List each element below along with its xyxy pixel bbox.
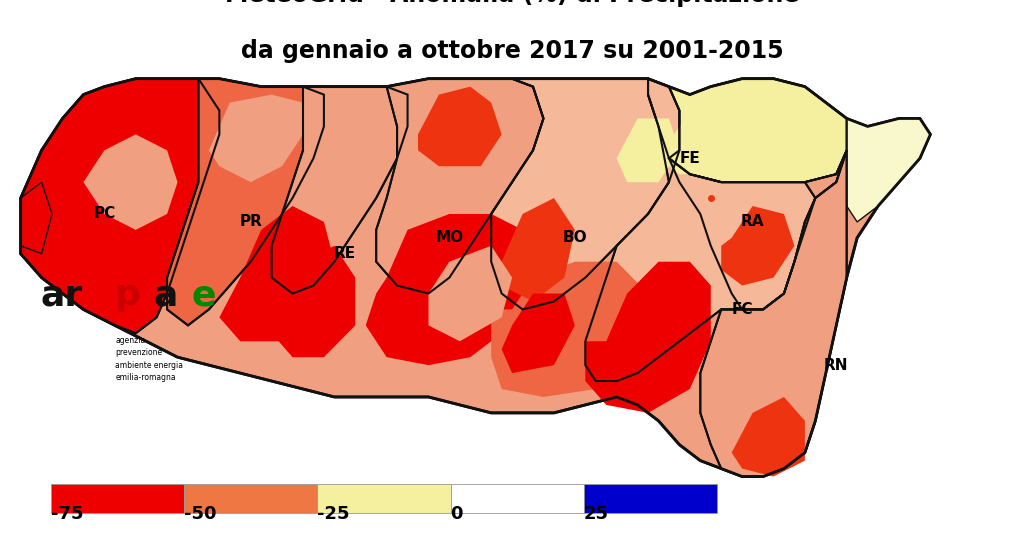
Bar — [451, 484, 584, 513]
Text: e: e — [191, 278, 216, 312]
Polygon shape — [20, 79, 219, 333]
Text: 25: 25 — [584, 505, 608, 523]
Text: a: a — [154, 278, 178, 312]
Polygon shape — [700, 150, 847, 476]
Polygon shape — [825, 102, 931, 222]
Text: 0: 0 — [451, 505, 463, 523]
Text: -75: -75 — [51, 505, 84, 523]
Polygon shape — [271, 246, 355, 357]
Polygon shape — [616, 118, 679, 182]
Text: PC: PC — [93, 206, 116, 221]
Polygon shape — [271, 87, 408, 294]
Bar — [584, 484, 717, 513]
Polygon shape — [648, 79, 847, 182]
Text: MO: MO — [435, 230, 464, 245]
Polygon shape — [669, 150, 847, 310]
Text: -50: -50 — [184, 505, 217, 523]
Polygon shape — [586, 79, 815, 381]
Polygon shape — [20, 79, 931, 476]
Text: RN: RN — [824, 358, 849, 373]
Text: FC: FC — [731, 302, 753, 317]
Polygon shape — [502, 294, 574, 373]
Text: PR: PR — [240, 215, 262, 230]
Polygon shape — [492, 262, 648, 397]
Polygon shape — [219, 206, 335, 341]
Polygon shape — [721, 206, 795, 286]
Polygon shape — [83, 135, 177, 230]
Polygon shape — [167, 79, 324, 325]
Text: da gennaio a ottobre 2017 su 2001-2015: da gennaio a ottobre 2017 su 2001-2015 — [241, 39, 783, 63]
Text: -25: -25 — [317, 505, 350, 523]
Text: RE: RE — [334, 246, 356, 261]
Polygon shape — [658, 102, 742, 174]
Polygon shape — [418, 87, 502, 166]
Text: BO: BO — [562, 230, 587, 245]
Text: agenzia
prevenzione
ambiente energia
emilia-romagna: agenzia prevenzione ambiente energia emi… — [116, 336, 183, 383]
Text: p: p — [116, 278, 141, 312]
Text: RA: RA — [740, 215, 764, 230]
Polygon shape — [376, 79, 544, 294]
Text: MeteoGrid - Anomalia (%) di Precipitazione: MeteoGrid - Anomalia (%) di Precipitazio… — [225, 0, 800, 7]
Polygon shape — [428, 246, 512, 341]
Polygon shape — [209, 95, 303, 182]
Bar — [51, 484, 184, 513]
Polygon shape — [732, 397, 805, 476]
Polygon shape — [20, 182, 52, 254]
Polygon shape — [492, 79, 679, 310]
Bar — [184, 484, 317, 513]
Polygon shape — [366, 214, 534, 365]
Text: FE: FE — [680, 151, 700, 166]
Polygon shape — [502, 198, 574, 301]
Bar — [317, 484, 451, 513]
Polygon shape — [586, 262, 711, 413]
Text: ar: ar — [41, 278, 83, 312]
